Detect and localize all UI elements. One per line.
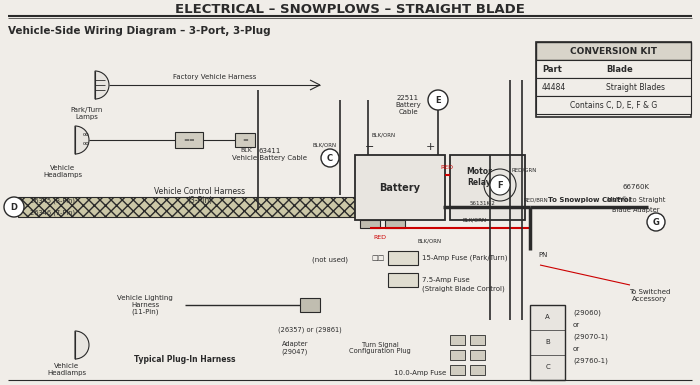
Text: 56131K-2: 56131K-2: [470, 201, 496, 206]
Text: (29760-1): (29760-1): [573, 358, 608, 364]
Text: BLK/ORN: BLK/ORN: [313, 142, 337, 147]
Text: or: or: [573, 346, 580, 352]
Text: (3-Pin): (3-Pin): [188, 196, 213, 204]
Text: RED/GRN: RED/GRN: [512, 167, 538, 172]
Text: (26357) or (29861): (26357) or (29861): [278, 327, 342, 333]
Wedge shape: [75, 331, 89, 359]
Text: Typical Plug-In Harness: Typical Plug-In Harness: [134, 355, 236, 365]
Text: A: A: [545, 314, 550, 320]
Text: oo: oo: [83, 132, 90, 137]
Text: F: F: [497, 181, 503, 189]
Text: D: D: [10, 203, 18, 211]
Text: (Straight Blade Control): (Straight Blade Control): [422, 286, 505, 292]
Bar: [470, 365, 485, 375]
Bar: [470, 350, 485, 360]
Text: Straight Blades: Straight Blades: [606, 82, 665, 92]
Text: C: C: [545, 364, 550, 370]
Text: Blade Adapter: Blade Adapter: [612, 207, 659, 213]
Text: Contains C, D, E, F & G: Contains C, D, E, F & G: [570, 100, 657, 109]
Bar: [388, 251, 418, 265]
Text: RED/BRN: RED/BRN: [524, 198, 549, 203]
Wedge shape: [95, 71, 109, 99]
Bar: [470, 335, 485, 345]
Text: Blade: Blade: [606, 65, 633, 74]
Bar: [450, 155, 525, 220]
Text: 63411: 63411: [259, 148, 281, 154]
Text: Adapter
(29047): Adapter (29047): [281, 341, 308, 355]
Bar: [536, 96, 691, 114]
Circle shape: [428, 90, 448, 110]
Bar: [450, 365, 465, 375]
Text: G: G: [652, 218, 659, 226]
Text: BLK/ORN: BLK/ORN: [463, 218, 487, 223]
Wedge shape: [75, 126, 89, 154]
Text: (not used): (not used): [312, 257, 348, 263]
Text: =: =: [242, 137, 248, 143]
Text: PN: PN: [538, 252, 547, 258]
Text: Vehicle-Side Wiring Diagram – 3-Port, 3-Plug: Vehicle-Side Wiring Diagram – 3-Port, 3-…: [8, 26, 271, 36]
Circle shape: [490, 175, 510, 195]
Text: BLK/ORN: BLK/ORN: [371, 132, 395, 137]
Text: ELECTRICAL – SNOWPLOWS – STRAIGHT BLADE: ELECTRICAL – SNOWPLOWS – STRAIGHT BLADE: [175, 2, 525, 15]
Text: RED: RED: [374, 235, 386, 240]
Text: (29060): (29060): [573, 310, 601, 316]
Circle shape: [647, 213, 665, 231]
Text: 7.5-Amp Fuse: 7.5-Amp Fuse: [422, 277, 470, 283]
Text: 15-Amp Fuse (Park/Turn): 15-Amp Fuse (Park/Turn): [422, 255, 507, 261]
Text: Part: Part: [542, 65, 562, 74]
Text: 22511
Battery
Cable: 22511 Battery Cable: [395, 95, 421, 115]
Text: B: B: [545, 339, 550, 345]
Text: Vehicle Lighting
Harness
(11-Pin): Vehicle Lighting Harness (11-Pin): [117, 295, 173, 315]
Text: To Switched
Accessory: To Switched Accessory: [629, 288, 671, 301]
Bar: [175, 132, 203, 148]
Bar: [536, 42, 691, 117]
Bar: [235, 133, 255, 147]
Text: 26345 (3-Pin): 26345 (3-Pin): [30, 198, 75, 204]
Circle shape: [321, 149, 339, 167]
Text: 66760K: 66760K: [622, 184, 650, 190]
Bar: [388, 273, 418, 287]
Text: BLK/ORN: BLK/ORN: [418, 238, 442, 243]
Bar: [355, 155, 445, 220]
Text: (29070-1): (29070-1): [573, 334, 608, 340]
Text: To Snowplow Control: To Snowplow Control: [548, 197, 631, 203]
Text: 26346 (7-Pin): 26346 (7-Pin): [30, 210, 75, 216]
Bar: [450, 335, 465, 345]
Text: ==: ==: [183, 137, 195, 143]
Text: Vehicle
Headlamps: Vehicle Headlamps: [48, 363, 87, 376]
Text: −: −: [365, 142, 375, 152]
Text: Motor
Relay: Motor Relay: [467, 167, 492, 187]
Bar: [536, 60, 691, 78]
Bar: [536, 78, 691, 96]
Text: Battery: Battery: [379, 182, 421, 192]
Text: +: +: [426, 142, 435, 152]
Bar: [536, 42, 691, 60]
Bar: [300, 298, 320, 312]
Text: Factory Vehicle Harness: Factory Vehicle Harness: [174, 74, 257, 80]
Text: Park/Turn
Lamps: Park/Turn Lamps: [71, 107, 103, 120]
Text: □□: □□: [372, 255, 385, 261]
Text: or: or: [573, 322, 580, 328]
Text: MVP® to Straight: MVP® to Straight: [607, 197, 665, 203]
Text: 44484: 44484: [542, 82, 566, 92]
Text: CONVERSION KIT: CONVERSION KIT: [570, 47, 657, 55]
Text: BLK: BLK: [240, 147, 252, 152]
Text: Vehicle Control Harness: Vehicle Control Harness: [155, 186, 246, 196]
Text: 10.0-Amp Fuse: 10.0-Amp Fuse: [394, 370, 446, 376]
Bar: [530, 305, 565, 380]
Text: RED: RED: [440, 165, 454, 170]
Bar: [18, 197, 443, 217]
Text: C: C: [327, 154, 333, 162]
Circle shape: [4, 197, 24, 217]
Text: oo: oo: [83, 141, 90, 146]
Bar: [360, 220, 380, 228]
Text: E: E: [435, 95, 441, 104]
Text: Vehicle Battery Cable: Vehicle Battery Cable: [232, 155, 307, 161]
Bar: [385, 220, 405, 228]
Bar: [450, 350, 465, 360]
Text: Turn Signal
Configuration Plug: Turn Signal Configuration Plug: [349, 341, 411, 355]
Text: Vehicle
Headlamps: Vehicle Headlamps: [43, 165, 83, 178]
